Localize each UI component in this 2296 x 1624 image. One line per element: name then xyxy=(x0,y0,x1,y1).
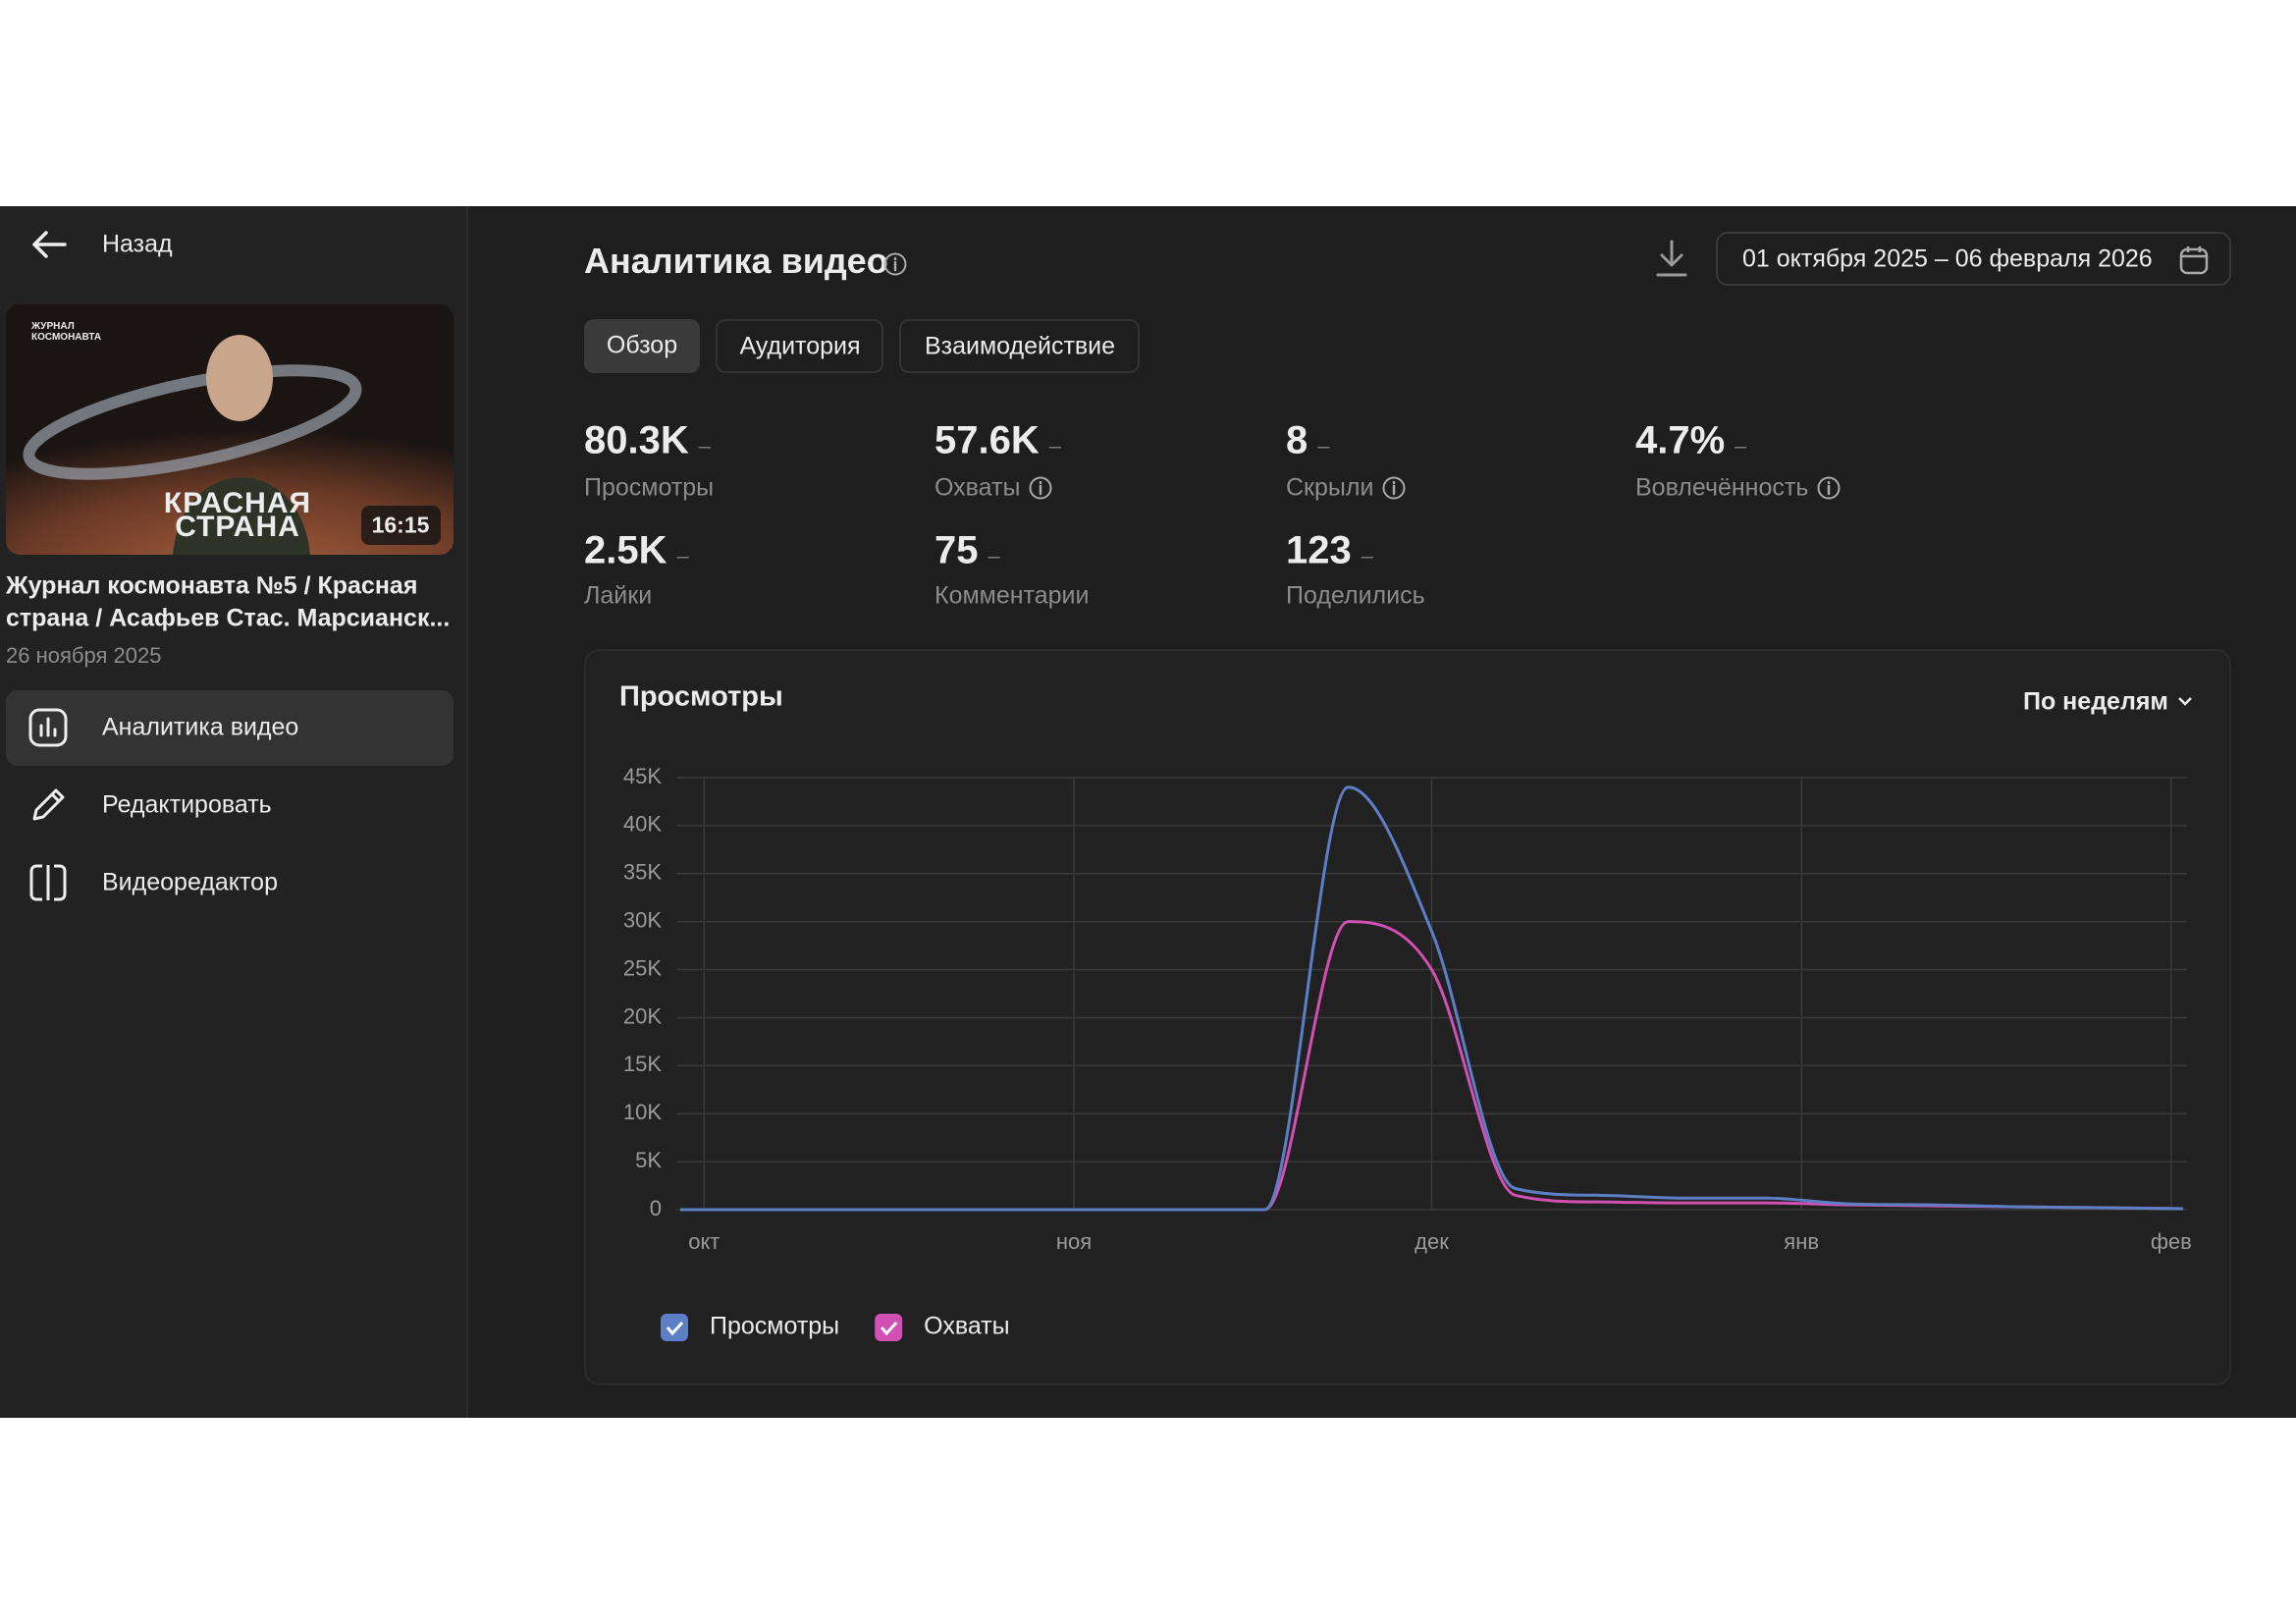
thumbnail-title: СТРАНА xyxy=(175,511,300,543)
nav-active-bg xyxy=(6,690,454,766)
nav-icon xyxy=(29,864,67,901)
date-range: 01 октября 2025 – 06 февраля 2026 xyxy=(1742,244,2153,273)
page-title: Аналитика видео xyxy=(584,241,888,281)
nav-icon xyxy=(32,788,65,821)
download-icon[interactable] xyxy=(1654,239,1689,278)
stat-label: Вовлечённость xyxy=(1635,473,1809,502)
date-picker[interactable]: 01 октября 2025 – 06 февраля 2026 xyxy=(1716,232,2231,286)
info-icon[interactable] xyxy=(1381,475,1407,501)
chart-title: Просмотры xyxy=(619,680,783,713)
stat-value: 2.5K xyxy=(584,528,667,572)
stat-label: Лайки xyxy=(584,581,653,610)
period-select[interactable]: По неделям xyxy=(2023,687,2168,716)
stat-label: Поделились xyxy=(1286,581,1425,610)
stat-value: 8 xyxy=(1286,418,1308,462)
info-icon[interactable] xyxy=(1816,475,1842,501)
stat-change: – xyxy=(698,433,711,459)
calendar-icon xyxy=(2179,246,2209,275)
thumbnail-art xyxy=(23,335,362,555)
stat-change: – xyxy=(676,543,689,568)
stat-label: Просмотры xyxy=(584,473,715,502)
back-link[interactable]: Назад xyxy=(102,230,173,258)
thumbnail-title: КРАСНАЯ xyxy=(163,487,312,519)
tab[interactable]: Обзор xyxy=(584,319,700,373)
chart-card xyxy=(584,649,2231,1385)
stat-label: Охваты xyxy=(934,473,1021,502)
video-title: страна / Асафьев Стас. Марсианск... xyxy=(6,604,451,632)
duration: 16:15 xyxy=(371,512,430,538)
stat-value-row: 8– xyxy=(1286,419,1330,463)
stat-value-row: 4.7% – xyxy=(1635,419,1746,463)
tab-label: Обзор xyxy=(606,331,678,359)
stat-value-row: 2.5K – xyxy=(584,529,689,573)
nav-item[interactable]: Аналитика видео xyxy=(102,713,299,741)
info-icon[interactable] xyxy=(1028,475,1053,501)
info-icon[interactable] xyxy=(882,251,908,277)
duration-badge: 16:15 xyxy=(361,506,441,545)
stat-value-row: 75– xyxy=(934,529,1000,573)
video-date: 26 ноября 2025 xyxy=(6,643,162,668)
stat-change: – xyxy=(1048,433,1061,459)
chevron xyxy=(2178,697,2192,706)
tab-label: Аудитория xyxy=(739,332,861,360)
tab[interactable]: Взаимодействие xyxy=(899,319,1140,373)
video-thumbnail[interactable]: ЖУРНАЛ КОСМОНАВТА КРАСНАЯ СТРАНА 16:15 xyxy=(6,304,454,555)
stat-value: 75 xyxy=(934,528,979,572)
stat-value-row: 57.6K – xyxy=(934,419,1061,463)
stat-change: – xyxy=(988,543,1000,568)
stat-change: – xyxy=(1317,433,1330,459)
tab-label: Взаимодействие xyxy=(924,332,1116,360)
stat-label: Скрыли xyxy=(1286,473,1374,502)
stat-value: 4.7% xyxy=(1635,418,1726,462)
stat-value: 80.3K xyxy=(584,418,689,462)
stat-value-row: 123– xyxy=(1286,529,1373,573)
stat-value: 123 xyxy=(1286,528,1352,572)
stat-change: – xyxy=(1735,433,1747,459)
back-arrow[interactable] xyxy=(29,229,69,260)
video-title: Журнал космонавта №5 / Красная xyxy=(6,571,418,600)
stat-change: – xyxy=(1361,543,1373,568)
nav-item[interactable]: Видеоредактор xyxy=(102,868,278,896)
stat-label: Комментарии xyxy=(934,581,1090,610)
tab[interactable]: Аудитория xyxy=(716,319,883,373)
nav-item[interactable]: Редактировать xyxy=(102,790,272,819)
stat-value: 57.6K xyxy=(934,418,1040,462)
thumbnail-series: ЖУРНАЛ КОСМОНАВТА xyxy=(31,321,102,343)
stat-value-row: 80.3K – xyxy=(584,419,711,463)
nav-icon xyxy=(28,708,68,747)
